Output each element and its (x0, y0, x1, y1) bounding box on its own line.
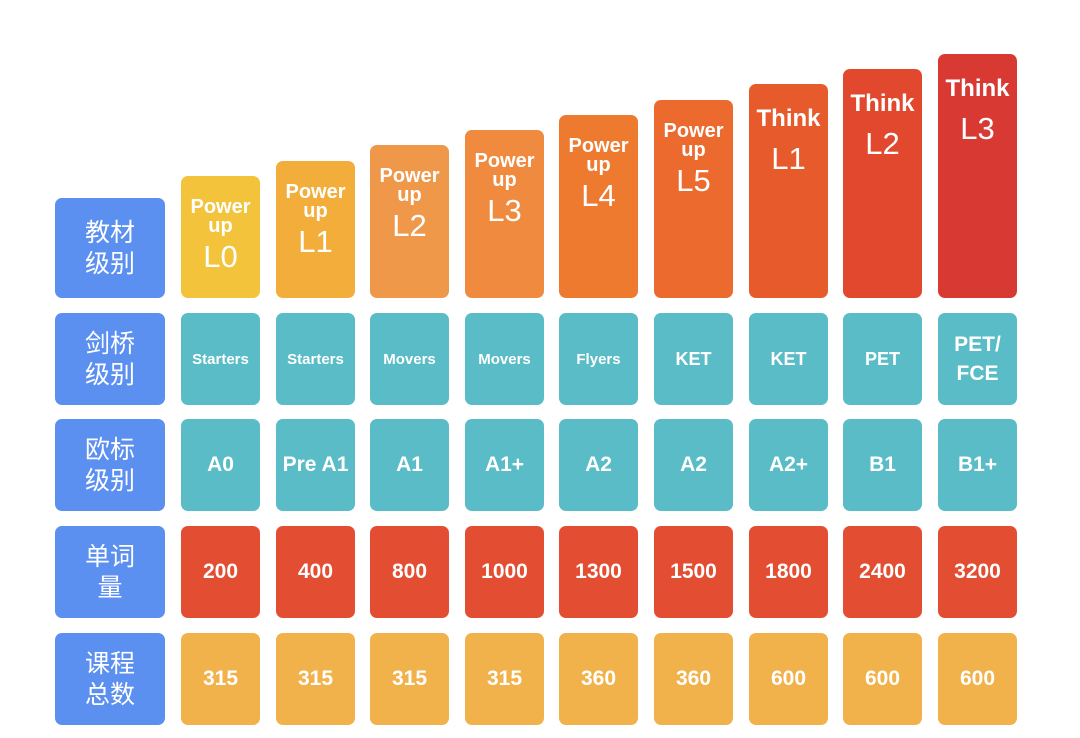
cambridge-level-cell: PET (843, 313, 922, 405)
textbook-level-code: L1 (771, 141, 806, 176)
cefr-level-cell: A1 (370, 419, 449, 511)
row-label-textbook-level: 教材 级别 (55, 198, 165, 298)
total-lessons-cell: 315 (370, 633, 449, 725)
textbook-series-name: Power (285, 181, 346, 203)
row-label-vocabulary: 单词量 (55, 526, 165, 618)
cefr-level-cell: A2 (559, 419, 638, 511)
textbook-level-code: L3 (487, 193, 522, 228)
cambridge-level-cell: PET/ FCE (938, 313, 1017, 405)
row-label-cambridge-level: 剑桥 级别 (55, 313, 165, 405)
cambridge-level-cell: Movers (465, 313, 544, 405)
total-lessons-cell: 600 (938, 633, 1017, 725)
cefr-level-cell: A2 (654, 419, 733, 511)
total-lessons-cell: 360 (559, 633, 638, 725)
cambridge-level-cell: Movers (370, 313, 449, 405)
cefr-level-cell: B1+ (938, 419, 1017, 511)
vocabulary-cell: 800 (370, 526, 449, 618)
cefr-level-cell: A2+ (749, 419, 828, 511)
textbook-level-code: L3 (960, 111, 995, 146)
textbook-series-name-2: up (208, 215, 233, 237)
textbook-level-code: L4 (581, 178, 616, 213)
textbook-level-bar: Power up L1 (276, 161, 355, 298)
vocabulary-cell: 3200 (938, 526, 1017, 618)
vocabulary-cell: 1500 (654, 526, 733, 618)
textbook-series-name: Think (756, 105, 821, 132)
textbook-level-code: L1 (298, 224, 333, 259)
row-label-cefr-level: 欧标 级别 (55, 419, 165, 511)
cambridge-level-cell: Starters (181, 313, 260, 405)
cefr-level-cell: A0 (181, 419, 260, 511)
total-lessons-cell: 315 (181, 633, 260, 725)
textbook-series-name: Power (568, 135, 629, 157)
textbook-series-name-2: up (397, 184, 422, 206)
total-lessons-cell: 315 (465, 633, 544, 725)
textbook-series-name: Power (474, 150, 535, 172)
textbook-series-name: Power (663, 120, 724, 142)
textbook-series-name: Power (379, 165, 440, 187)
textbook-level-bar: Think L2 (843, 69, 922, 298)
textbook-level-bar: Think L3 (938, 54, 1017, 298)
vocabulary-cell: 1800 (749, 526, 828, 618)
row-label-total-lessons: 课程 总数 (55, 633, 165, 725)
textbook-level-code: L5 (676, 163, 711, 198)
textbook-level-bar: Power up L0 (181, 176, 260, 298)
vocabulary-cell: 200 (181, 526, 260, 618)
cefr-level-cell: A1+ (465, 419, 544, 511)
cefr-level-cell: B1 (843, 419, 922, 511)
textbook-level-bar: Think L1 (749, 84, 828, 298)
textbook-level-bar: Power up L5 (654, 100, 733, 298)
textbook-level-code: L2 (865, 126, 900, 161)
vocabulary-cell: 2400 (843, 526, 922, 618)
vocabulary-cell: 400 (276, 526, 355, 618)
total-lessons-cell: 315 (276, 633, 355, 725)
vocabulary-cell: 1000 (465, 526, 544, 618)
textbook-series-name: Power (190, 196, 251, 218)
vocabulary-cell: 1300 (559, 526, 638, 618)
cambridge-level-cell: KET (654, 313, 733, 405)
cambridge-level-cell: Flyers (559, 313, 638, 405)
cambridge-level-cell: Starters (276, 313, 355, 405)
textbook-level-code: L2 (392, 208, 427, 243)
textbook-series-name-2: up (681, 139, 706, 161)
textbook-level-code: L0 (203, 239, 238, 274)
textbook-series-name-2: up (586, 154, 611, 176)
total-lessons-cell: 600 (843, 633, 922, 725)
textbook-level-bar: Power up L4 (559, 115, 638, 298)
textbook-level-bar: Power up L2 (370, 145, 449, 298)
textbook-series-name-2: up (303, 200, 328, 222)
total-lessons-cell: 360 (654, 633, 733, 725)
textbook-series-name-2: up (492, 169, 517, 191)
cefr-level-cell: Pre A1 (276, 419, 355, 511)
textbook-level-bar: Power up L3 (465, 130, 544, 298)
cambridge-level-cell: KET (749, 313, 828, 405)
textbook-series-name: Think (945, 75, 1010, 102)
total-lessons-cell: 600 (749, 633, 828, 725)
textbook-series-name: Think (850, 90, 915, 117)
